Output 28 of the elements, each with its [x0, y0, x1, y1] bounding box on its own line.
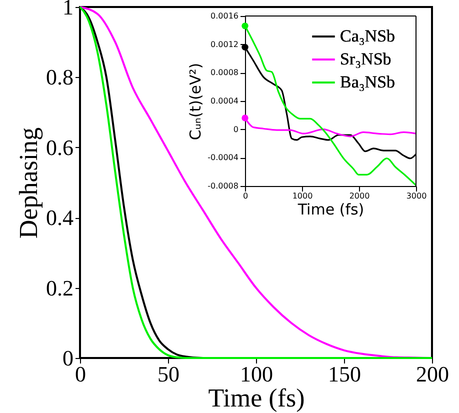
- y-tick-label: 0.8: [46, 64, 74, 90]
- x-tick-label: 1000: [292, 192, 313, 200]
- y-tick-label: 0.0008: [210, 68, 238, 78]
- x-axis-title: Time (fs): [296, 200, 364, 218]
- x-tick-label: 100: [240, 362, 273, 386]
- legend-label: Ba₃NSb: [340, 72, 396, 92]
- x-axis-title: Time (fs): [208, 384, 305, 412]
- y-tick-label: 0.0004: [210, 96, 238, 106]
- x-tick-label: 2000: [349, 192, 370, 200]
- y-axis-title: Cᵤₙ(t)(eV²): [186, 62, 205, 140]
- x-tick-label: 0: [242, 192, 248, 200]
- y-tick-label: 0.6: [46, 134, 74, 160]
- y-tick-label: 0: [62, 346, 74, 370]
- y-tick-label: 0.0016: [210, 12, 238, 20]
- legend-label: Sr₃NSb: [340, 50, 392, 68]
- x-tick-label: 50: [158, 362, 180, 386]
- y-axis-title: Dephasing: [14, 127, 43, 239]
- y-tick-label: 0.2: [46, 275, 74, 300]
- y-tick-label: 0.0012: [210, 40, 238, 49]
- x-tick-label: 150: [328, 362, 361, 386]
- y-tick-label: 0: [233, 124, 238, 134]
- legend-label: Ca₃NSb: [340, 26, 396, 46]
- y-tick-label: 0.4: [46, 205, 74, 230]
- x-tick-label: 3000: [406, 192, 427, 200]
- y-tick-label: -0.0008: [208, 182, 238, 190]
- x-tick-label: 200: [416, 362, 449, 386]
- y-tick-label: 1: [62, 0, 74, 20]
- y-tick-label: -0.0004: [208, 153, 238, 162]
